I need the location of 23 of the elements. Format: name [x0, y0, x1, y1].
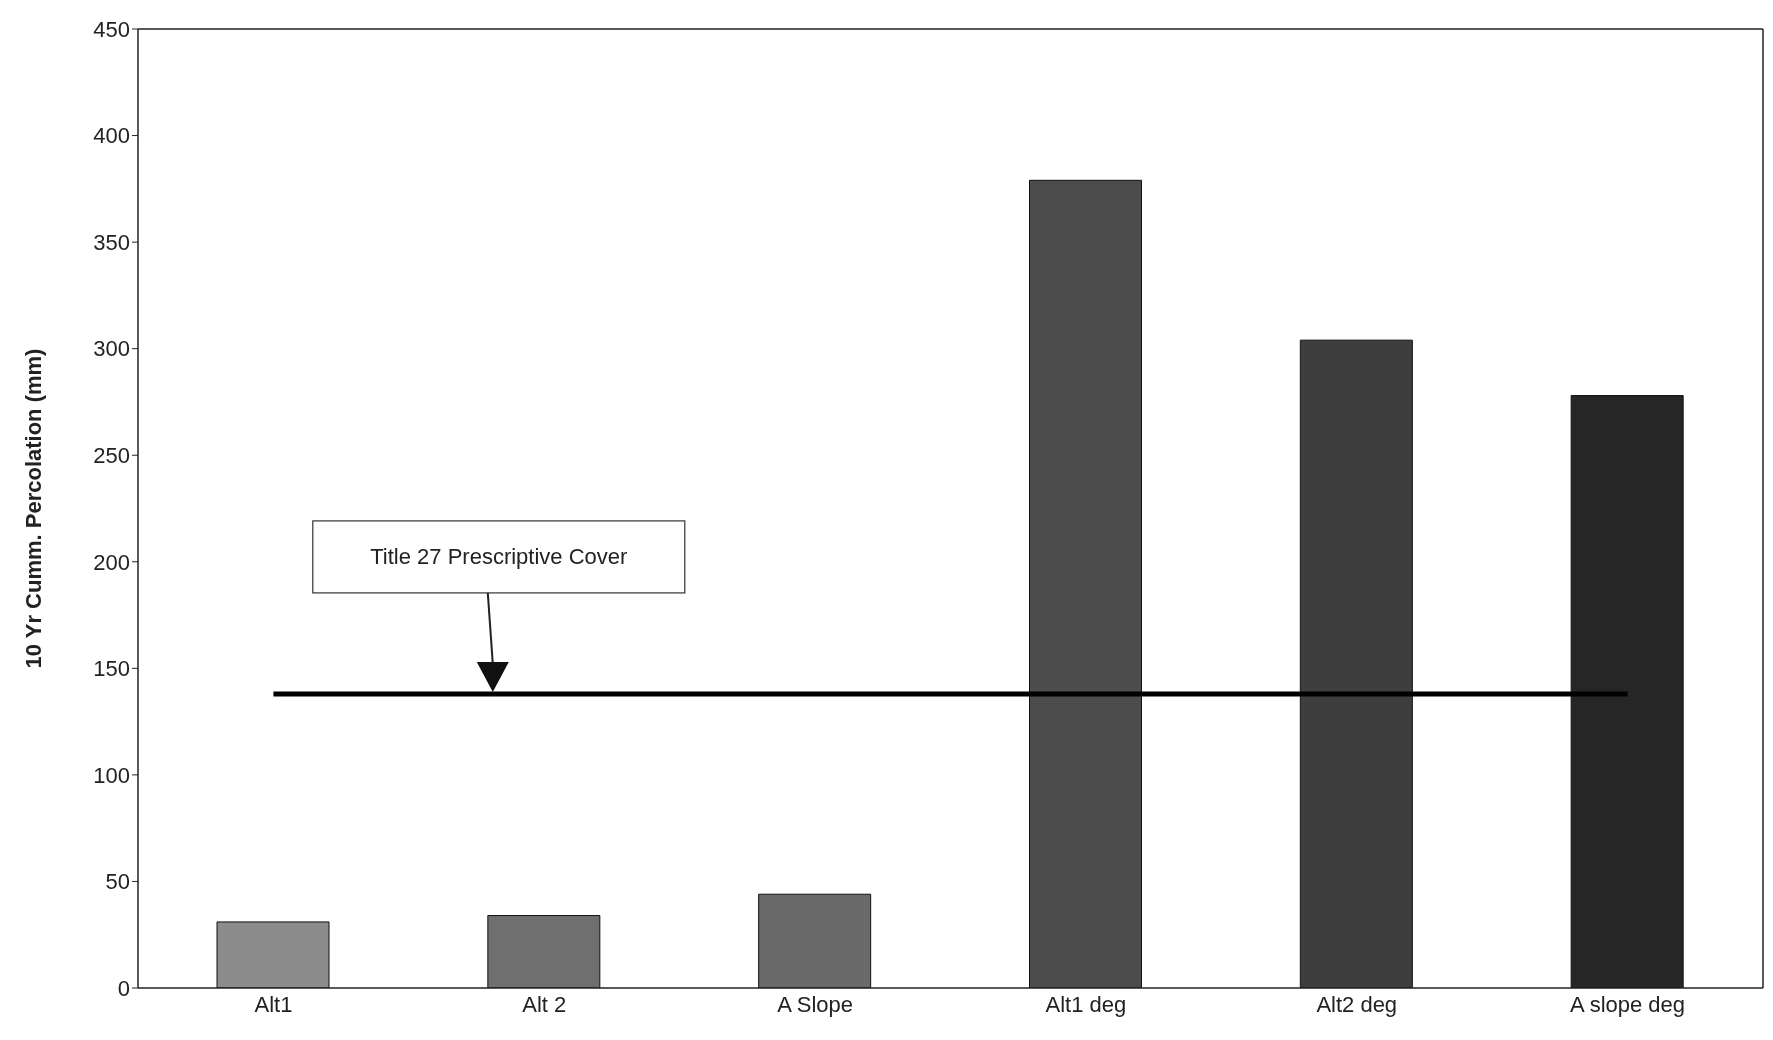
y-tick-label: 450	[93, 16, 130, 42]
x-tick-label: Alt1 deg	[1045, 991, 1127, 1017]
bar	[758, 893, 872, 988]
y-tick-label: 150	[93, 656, 130, 682]
ref-line-label: Title 27 Prescriptive Cover	[370, 543, 628, 569]
y-tick-label: 250	[93, 443, 130, 469]
y-tick-label: 0	[117, 975, 130, 1001]
x-tick-label: Alt1	[254, 991, 293, 1017]
y-tick-label: 400	[93, 123, 130, 149]
y-tick-label: 50	[105, 869, 130, 895]
y-tick-label: 300	[93, 336, 130, 362]
y-tick-label: 350	[93, 229, 130, 255]
bar	[1299, 339, 1413, 988]
bar	[216, 921, 330, 988]
y-tick-label: 100	[93, 762, 130, 788]
x-tick-label: A slope deg	[1570, 991, 1686, 1017]
x-tick-label: A Slope	[777, 991, 854, 1017]
x-tick-label: Alt 2	[522, 991, 567, 1017]
x-tick-label: Alt2 deg	[1316, 991, 1398, 1017]
bar	[487, 915, 601, 988]
bar	[1029, 179, 1142, 988]
y-tick-label: 200	[93, 549, 130, 575]
y-axis-title: 10 Yr Cumm. Percolation (mm)	[20, 348, 46, 669]
